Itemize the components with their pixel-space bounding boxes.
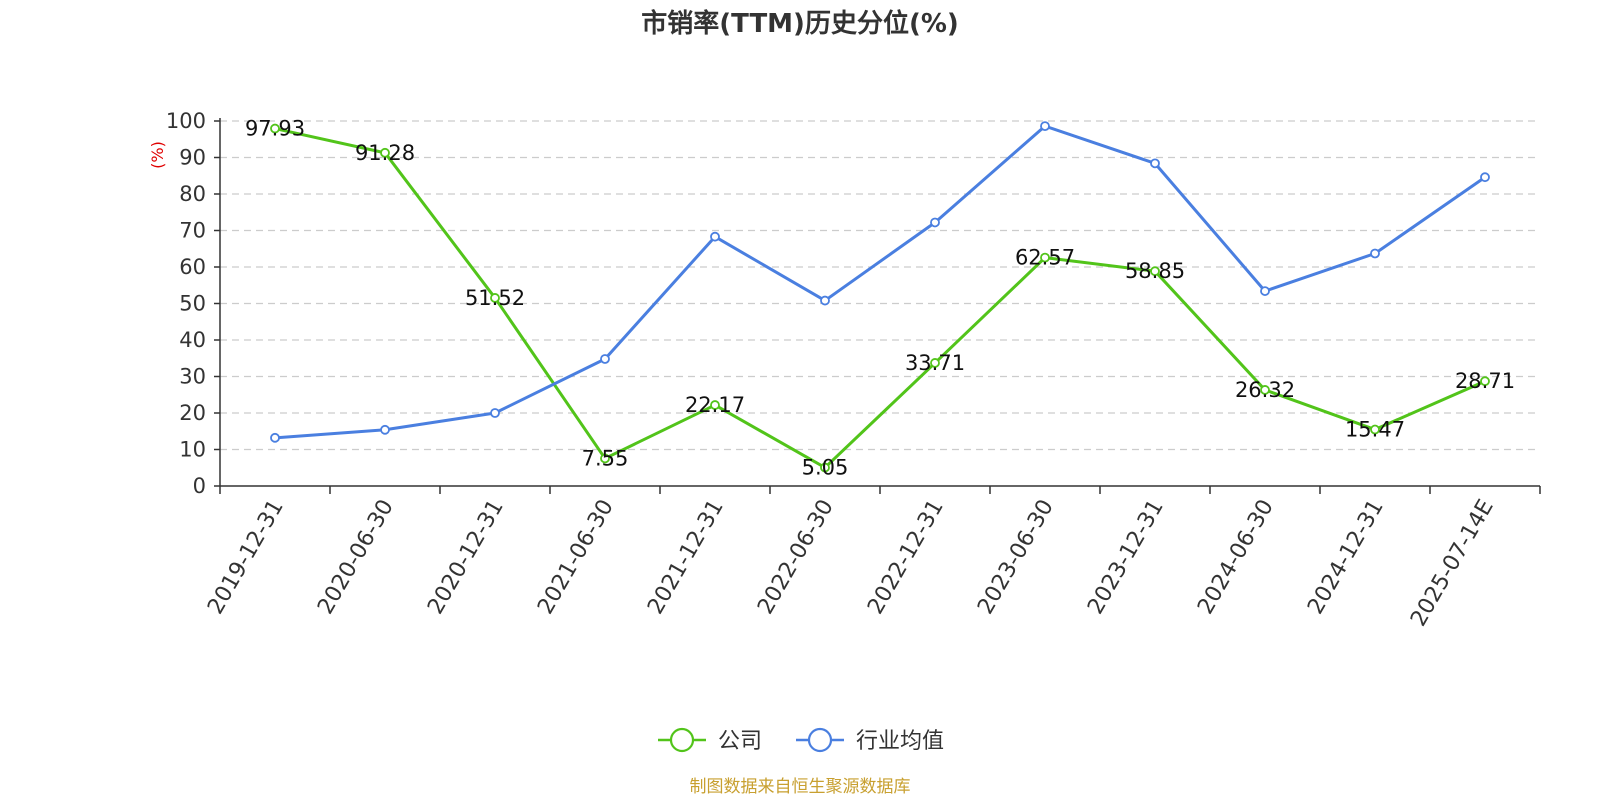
data-point xyxy=(930,217,940,228)
data-label: 26.32 xyxy=(1235,378,1295,402)
y-tick-label: 90 xyxy=(179,146,206,170)
data-point xyxy=(710,400,720,410)
legend-circle-icon xyxy=(807,727,833,753)
x-tick-label: 2023-06-30 xyxy=(973,495,1059,618)
data-label: 91.28 xyxy=(355,141,415,165)
x-tick-label: 2022-06-30 xyxy=(753,495,839,618)
data-point xyxy=(1480,172,1490,183)
y-tick-label: 50 xyxy=(179,292,206,316)
data-labels: 97.93 91.28 51.52 7.55 22.17 5.05 33.71 62.57 58… xyxy=(245,117,1515,480)
data-point xyxy=(710,231,720,242)
legend-label: 公司 xyxy=(718,729,762,754)
series-line-1 xyxy=(274,124,1486,440)
data-label: 7.55 xyxy=(582,446,629,470)
y-tick-label: 0 xyxy=(193,474,206,498)
data-label: 28.71 xyxy=(1455,369,1515,393)
x-tick-label: 2024-06-30 xyxy=(1193,495,1279,618)
data-label: 22.17 xyxy=(685,393,745,417)
data-point xyxy=(270,432,280,443)
gridlines xyxy=(220,120,1540,451)
legend-item-1[interactable]: 行业均值 xyxy=(796,727,944,754)
data-point xyxy=(1150,266,1160,277)
y-tick-label: 10 xyxy=(179,438,206,462)
legend-label: 行业均值 xyxy=(856,729,944,754)
data-point xyxy=(1370,248,1380,259)
legend-item-0[interactable]: 公司 xyxy=(658,727,762,754)
data-point xyxy=(270,123,280,134)
x-tick-label: 2024-12-31 xyxy=(1303,495,1389,618)
data-label: 58.85 xyxy=(1125,259,1185,283)
series-lines xyxy=(270,121,1490,473)
data-label: 15.47 xyxy=(1345,418,1405,442)
data-point xyxy=(600,354,610,364)
data-point xyxy=(1150,158,1160,169)
y-axis-label: (%) xyxy=(148,141,167,169)
y-tick-label: 60 xyxy=(179,255,206,279)
data-point xyxy=(1040,121,1050,132)
data-point xyxy=(930,358,940,368)
y-tick-label: 100 xyxy=(166,109,206,133)
data-label: 33.71 xyxy=(905,351,965,375)
x-tick-label: 2023-12-31 xyxy=(1083,495,1169,618)
y-tick-label: 30 xyxy=(179,365,206,389)
x-tick-label: 2022-12-31 xyxy=(863,495,949,618)
data-point xyxy=(820,295,830,306)
source-note: 制图数据来自恒生聚源数据库 xyxy=(690,777,911,797)
data-point xyxy=(1480,376,1490,387)
data-point xyxy=(1370,424,1380,435)
x-tick-label: 2020-06-30 xyxy=(313,495,399,618)
data-point xyxy=(380,424,390,435)
y-tick-label: 70 xyxy=(179,219,206,243)
legend-circle-icon xyxy=(669,727,695,753)
y-tick-label: 80 xyxy=(179,182,206,206)
data-point xyxy=(490,293,500,303)
data-point xyxy=(1260,286,1270,296)
data-label: 62.57 xyxy=(1015,246,1075,270)
data-label: 97.93 xyxy=(245,117,305,141)
x-tick-label: 2021-06-30 xyxy=(533,495,619,618)
chart-title: 市销率(TTM)历史分位(%) xyxy=(641,8,959,39)
data-label: 51.52 xyxy=(465,286,525,310)
y-tick-label: 40 xyxy=(179,328,206,352)
data-point xyxy=(1040,252,1050,263)
x-tick-label: 2025-07-14E xyxy=(1406,495,1499,630)
data-point xyxy=(490,408,500,418)
data-point xyxy=(1260,385,1270,395)
data-point xyxy=(820,462,830,473)
series-line-0 xyxy=(274,127,1486,470)
data-label: 5.05 xyxy=(802,456,849,480)
x-tick-label: 2021-12-31 xyxy=(643,495,729,618)
data-point xyxy=(380,147,390,158)
x-tick-label: 2019-12-31 xyxy=(203,495,289,618)
axes: 0 10 20 30 40 50 60 70 80 90 100 2019-12-31 2020-06-… xyxy=(166,109,1541,631)
legend[interactable]: 公司 行业均值 xyxy=(658,727,944,754)
data-point xyxy=(600,453,610,464)
x-tick-label: 2020-12-31 xyxy=(423,495,509,618)
y-tick-label: 20 xyxy=(179,401,206,425)
